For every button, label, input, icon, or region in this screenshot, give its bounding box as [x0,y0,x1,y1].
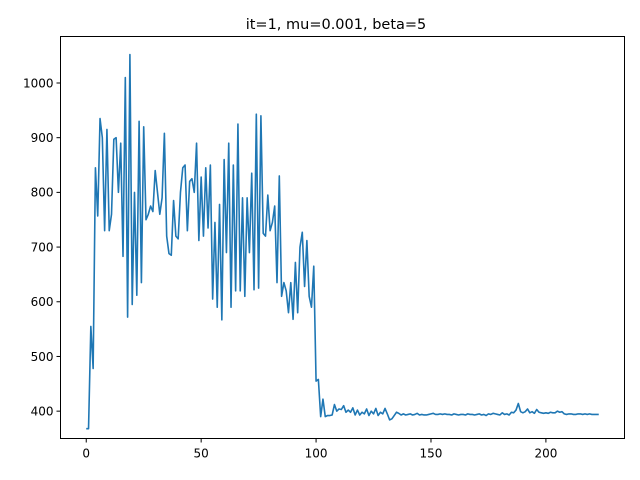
y-tick-label: 500 [31,350,54,364]
series-line-0 [86,53,599,430]
x-axis: 0 50 100 150 200 [82,438,557,461]
x-tick-label: 200 [534,447,557,461]
x-tick-label: 0 [82,447,90,461]
y-tick-label: 400 [31,404,54,418]
x-tick-label: 100 [305,447,328,461]
y-tick-label: 800 [31,186,54,200]
axes-frame [60,36,625,439]
plot-area [86,53,599,430]
x-tick-label: 50 [194,447,209,461]
y-tick-label: 1000 [23,76,54,90]
y-tick-label: 700 [31,240,54,254]
y-tick-label: 900 [31,131,54,145]
chart-title: it=1, mu=0.001, beta=5 [246,17,427,33]
y-tick-label: 600 [31,295,54,309]
x-tick-label: 150 [420,447,443,461]
y-axis: 400 500 600 700 800 900 1000 [23,76,61,418]
